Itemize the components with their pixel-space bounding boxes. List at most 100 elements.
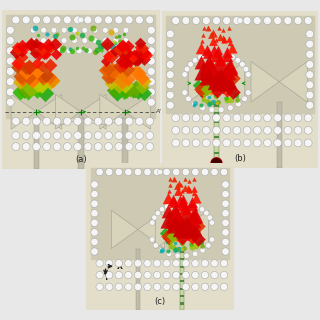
Point [25,89,30,94]
Point [205,48,210,53]
Point [198,92,204,98]
Point [165,195,170,200]
Point [183,225,188,230]
Circle shape [306,91,314,99]
Circle shape [294,126,302,134]
Point [178,198,183,203]
Point [171,245,176,250]
Point [191,102,196,108]
Point [188,227,193,232]
Circle shape [237,18,243,23]
Bar [277,102,282,168]
Bar [180,258,184,260]
Point [32,26,37,31]
Circle shape [240,61,245,67]
Circle shape [94,132,102,140]
Point [160,247,165,252]
Point [103,42,108,47]
Bar [214,159,219,162]
Point [209,88,214,93]
Point [206,73,211,78]
Circle shape [153,260,161,267]
Point [122,32,127,37]
Point [183,205,188,211]
Point [218,35,223,40]
Point [99,47,104,52]
Circle shape [41,38,46,43]
Bar [180,273,184,275]
Point [224,53,229,58]
Circle shape [22,132,30,140]
Circle shape [306,60,314,68]
Circle shape [91,238,98,246]
Point [68,46,73,51]
Circle shape [115,16,123,24]
Point [199,86,204,92]
Circle shape [210,51,216,57]
Circle shape [184,253,189,258]
Polygon shape [11,94,36,129]
Circle shape [199,207,205,212]
Point [40,82,45,87]
Circle shape [200,105,205,111]
Circle shape [193,251,198,257]
Bar [180,249,184,310]
Circle shape [153,271,161,279]
Point [214,161,219,166]
Circle shape [284,139,292,147]
Point [127,86,132,91]
Point [235,97,240,102]
Polygon shape [55,94,81,129]
Point [127,59,132,64]
Circle shape [294,17,302,25]
Circle shape [96,260,103,267]
Point [217,56,222,61]
Point [103,68,108,73]
Bar [180,251,184,253]
Circle shape [222,181,229,188]
Circle shape [172,260,180,267]
Circle shape [304,139,312,147]
Point [201,68,206,74]
Circle shape [306,30,314,38]
Circle shape [233,139,241,147]
Circle shape [184,66,190,72]
Bar [91,168,229,259]
Point [204,69,210,74]
Point [224,79,229,84]
Circle shape [91,190,98,198]
Point [174,236,180,241]
Point [183,185,188,190]
Point [225,68,230,73]
Point [140,76,145,81]
Circle shape [96,271,103,279]
Point [103,68,108,73]
Circle shape [123,38,129,43]
Point [48,80,53,85]
Point [225,84,230,89]
Circle shape [229,54,235,60]
Circle shape [182,260,189,267]
Point [172,176,177,181]
Circle shape [192,101,197,107]
Point [207,101,212,106]
Point [181,227,186,232]
Point [179,182,184,188]
Point [186,231,191,236]
Circle shape [134,271,142,279]
Point [119,72,124,77]
Point [84,48,89,53]
Circle shape [123,27,129,33]
Point [44,44,49,49]
Point [26,86,31,91]
Circle shape [56,48,61,54]
Point [220,79,226,84]
Circle shape [222,190,229,198]
Point [117,64,123,69]
Circle shape [182,200,188,206]
Point [201,32,206,37]
Point [214,76,219,81]
Circle shape [12,16,20,24]
Circle shape [284,114,292,122]
Circle shape [61,27,67,33]
